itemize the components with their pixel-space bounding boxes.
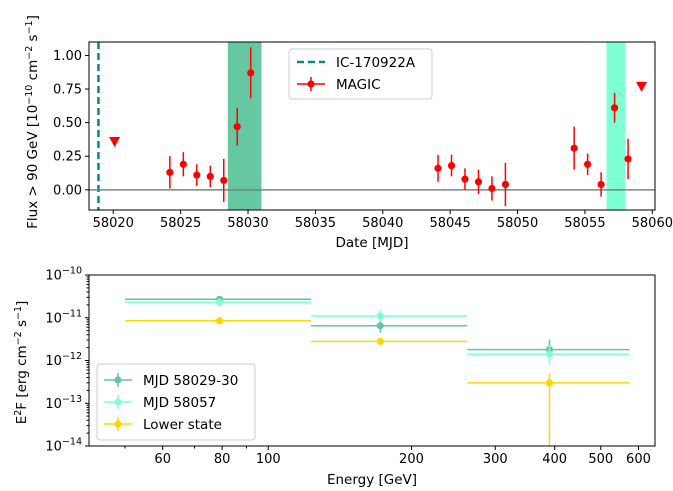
y-tick-label-3: 0.75: [53, 83, 82, 98]
magic-point-11: [488, 184, 496, 193]
sed-1-point-1: [376, 312, 384, 320]
shaded-band-0: [227, 42, 262, 210]
magic-point-13: [570, 144, 578, 152]
sed-x-tick-label-7: 600: [626, 452, 651, 467]
sed-y-tick-label-2: 10−12: [45, 351, 82, 369]
reference-lines: [89, 42, 655, 210]
magic-upper-limit-1: [636, 81, 648, 92]
magic-point-12: [501, 180, 510, 189]
sed-panel: 60 80 100 200 300 400 500 600 10−1410−1310−1210…: [13, 266, 656, 488]
x-tick-label-7: 58055: [564, 216, 605, 231]
magic-point-7: [434, 164, 442, 172]
lightcurve-x-axis-label: Date [MJD]: [335, 235, 408, 251]
legend-label-mjd57: MJD 58057: [143, 395, 216, 411]
legend-label-mjd2930: MJD 58029-30: [143, 373, 238, 389]
x-tick-label-8: 58060: [632, 216, 673, 231]
legend-label-lower: Lower state: [143, 417, 222, 433]
legend-magic-marker-icon: [307, 80, 315, 88]
magic-point-3: [206, 172, 214, 180]
y-tick-label-0: 0.00: [53, 183, 82, 198]
magic-point-6: [247, 69, 255, 77]
magic-point-8: [447, 162, 456, 170]
sed-2-point-1: [376, 337, 384, 345]
magic-point-17: [624, 155, 632, 163]
magic-point-2: [193, 171, 201, 179]
legend-label-ic: IC-170922A: [336, 55, 416, 71]
sed-x-axis-label: Energy [GeV]: [327, 472, 417, 488]
legend-label-magic: MAGIC: [336, 77, 381, 93]
x-tick-label-0: 58020: [93, 216, 134, 231]
lightcurve-y-axis-label: Flux > 90 GeV [10−10 cm−2 s−1]: [24, 15, 41, 229]
x-tick-label-5: 58045: [429, 216, 470, 231]
sed-y-tick-label-4: 10−10: [45, 266, 82, 284]
sed-x-tick-label-2: 100: [256, 452, 281, 467]
sed-x-tick-label-1: 80: [214, 452, 231, 467]
magic-point-9: [461, 175, 469, 183]
lightcurve-x-ticks: 58020 58025 58030 58035 58040 58045 58050 58055…: [93, 210, 673, 231]
lightcurve-legend: IC-170922A MAGIC: [288, 48, 433, 100]
magic-point-0: [166, 168, 174, 176]
sed-0-point-1: [376, 322, 384, 330]
magic-point-10: [474, 178, 483, 186]
sed-x-tick-label-0: 60: [154, 452, 171, 467]
magic-point-1: [179, 160, 187, 168]
sed-1-point-2: [545, 350, 554, 358]
x-tick-label-6: 58050: [497, 216, 538, 231]
sed-x-tick-label-3: 200: [399, 452, 424, 467]
y-tick-label-2: 0.50: [53, 116, 82, 131]
lightcurve-axes-frame: [88, 41, 656, 211]
sed-y-tick-label-3: 10−11: [45, 308, 82, 326]
lightcurve-panel: 58020 58025 58030 58035 58040 58045 58050 58055…: [24, 15, 673, 251]
x-tick-label-2: 58030: [227, 216, 268, 231]
legend-box: [96, 363, 256, 441]
sed-legend: MJD 58029-30 MJD 58057 Lower state: [96, 363, 256, 441]
legend-lower-marker-icon: [114, 420, 122, 428]
magic-points: [166, 47, 632, 206]
shaded-band-1: [606, 42, 626, 210]
lightcurve-y-ticks: 0.00 0.25 0.50 0.75 1.00: [53, 49, 89, 198]
sed-1-point-0: [215, 298, 224, 306]
sed-2-point-0: [215, 317, 224, 325]
magic-upper-limits: [109, 81, 648, 147]
sed-2-point-2: [545, 379, 554, 387]
legend-mjd57-marker-icon: [114, 398, 122, 406]
sed-y-ticks: 10−14 10−13 10−12 10−11 10−10: [45, 266, 89, 455]
sed-x-tick-label-6: 500: [588, 452, 613, 467]
legend-mjd2930-marker-icon: [114, 376, 122, 384]
magic-point-15: [597, 180, 605, 189]
magic-point-16: [610, 104, 619, 112]
magic-point-5: [233, 123, 241, 131]
sed-y-axis-label: E2F [erg cm−2 s−1]: [13, 301, 30, 425]
sed-series: [125, 295, 630, 446]
magic-point-4: [220, 176, 228, 185]
sed-x-tick-label-5: 400: [542, 452, 567, 467]
magic-point-14: [584, 160, 592, 168]
x-tick-label-1: 58025: [160, 216, 201, 231]
y-tick-label-4: 1.00: [53, 49, 82, 64]
magic-upper-limit-0: [109, 136, 121, 147]
x-tick-label-4: 58040: [362, 216, 403, 231]
y-tick-label-1: 0.25: [53, 150, 82, 165]
sed-x-tick-label-4: 300: [483, 452, 508, 467]
sed-x-ticks: 60 80 100 200 300 400 500 600: [124, 446, 651, 467]
sed-y-tick-label-0: 10−14: [45, 437, 82, 455]
sed-y-tick-label-1: 10−13: [45, 394, 82, 412]
shaded-bands: [227, 42, 626, 210]
x-tick-label-3: 58035: [295, 216, 336, 231]
